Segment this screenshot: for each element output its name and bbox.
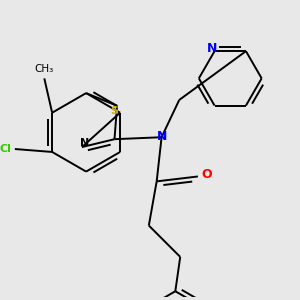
Text: CH₃: CH₃	[35, 64, 54, 74]
Text: Cl: Cl	[0, 144, 11, 154]
Text: O: O	[201, 168, 212, 181]
Text: N: N	[206, 42, 217, 55]
Text: N: N	[80, 138, 89, 148]
Text: S: S	[110, 106, 118, 116]
Text: N: N	[158, 130, 168, 143]
